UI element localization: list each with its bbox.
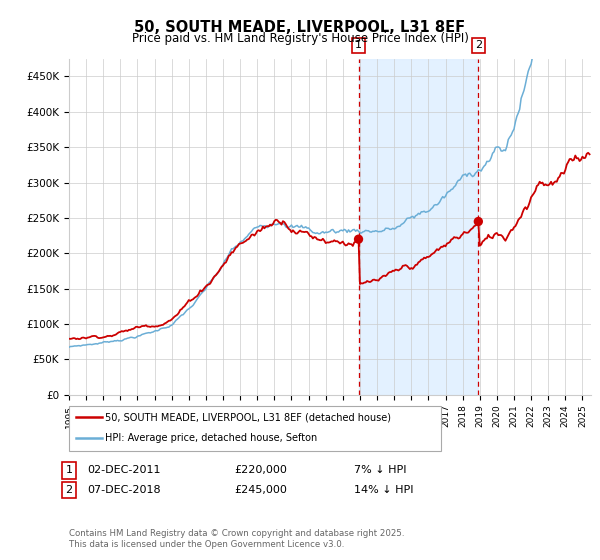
Text: 50, SOUTH MEADE, LIVERPOOL, L31 8EF (detached house): 50, SOUTH MEADE, LIVERPOOL, L31 8EF (det… [105, 412, 391, 422]
Point [473, 217, 483, 226]
Text: 02-DEC-2011: 02-DEC-2011 [87, 465, 161, 475]
Text: Contains HM Land Registry data © Crown copyright and database right 2025.
This d: Contains HM Land Registry data © Crown c… [69, 529, 404, 549]
Text: 2: 2 [475, 40, 482, 50]
Text: £245,000: £245,000 [234, 485, 287, 495]
Point [354, 235, 364, 244]
Text: £220,000: £220,000 [234, 465, 287, 475]
Text: 2: 2 [65, 485, 73, 495]
Text: 14% ↓ HPI: 14% ↓ HPI [354, 485, 413, 495]
Text: HPI: Average price, detached house, Sefton: HPI: Average price, detached house, Seft… [105, 433, 317, 444]
Text: 07-DEC-2018: 07-DEC-2018 [87, 485, 161, 495]
Text: 1: 1 [65, 465, 73, 475]
Text: 50, SOUTH MEADE, LIVERPOOL, L31 8EF: 50, SOUTH MEADE, LIVERPOOL, L31 8EF [134, 20, 466, 35]
Text: 1: 1 [355, 40, 362, 50]
Bar [359, 59, 478, 395]
Text: Price paid vs. HM Land Registry's House Price Index (HPI): Price paid vs. HM Land Registry's House … [131, 32, 469, 45]
Text: 7% ↓ HPI: 7% ↓ HPI [354, 465, 407, 475]
